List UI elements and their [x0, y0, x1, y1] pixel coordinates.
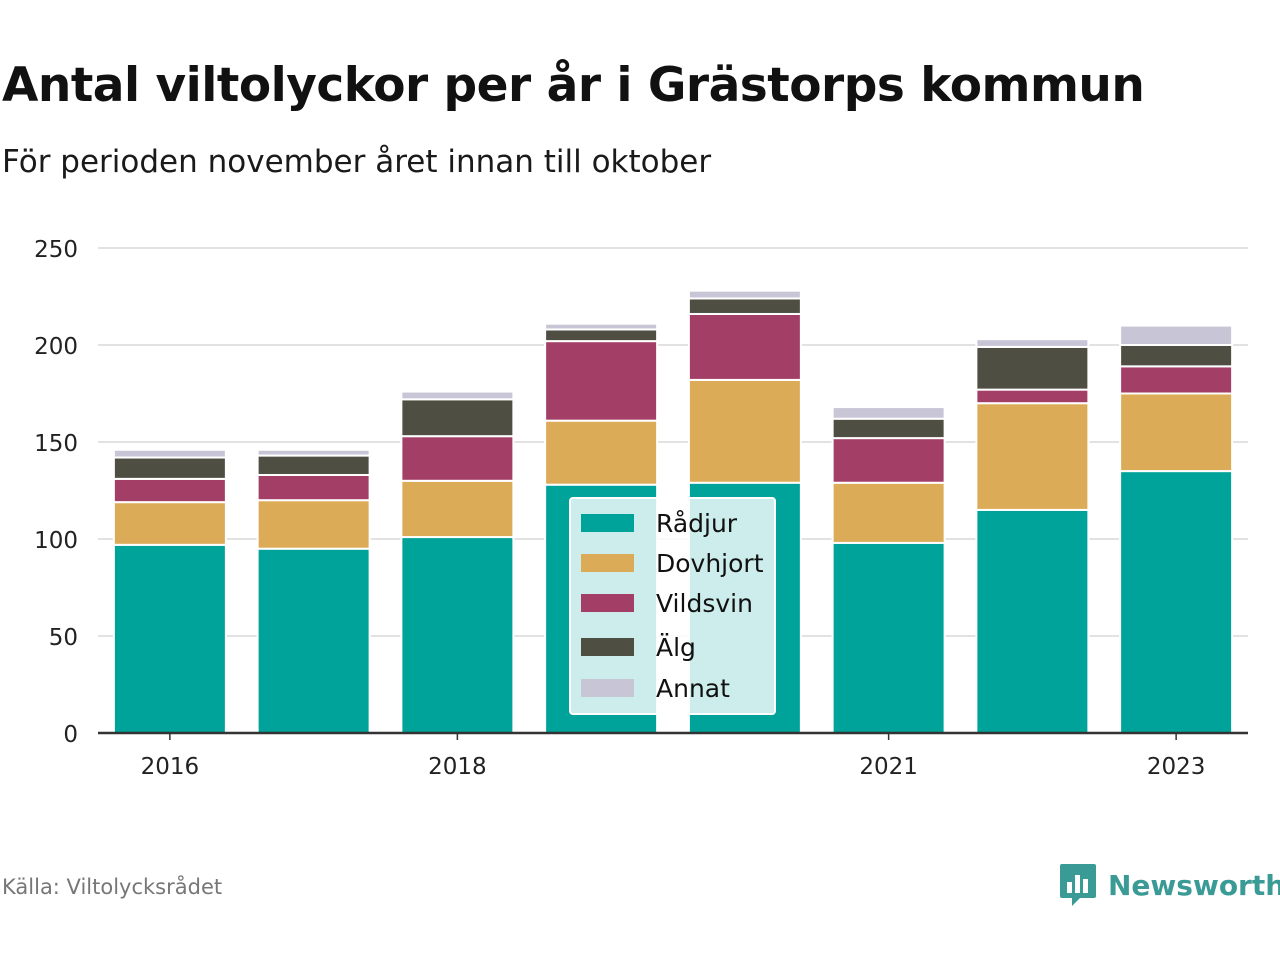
bar-segment-älg — [1119, 344, 1234, 368]
legend-label: Älg — [656, 633, 696, 662]
bar-segment-annat — [687, 289, 802, 300]
y-tick-label: 100 — [34, 528, 78, 554]
bar-segment-vildsvin — [256, 473, 371, 502]
bar-segment-annat — [544, 322, 659, 331]
bar-segment-annat — [831, 406, 946, 420]
x-tick-label: 2021 — [859, 754, 918, 780]
bar-segment-rådjur — [112, 543, 227, 734]
x-tick-label: 2016 — [141, 754, 200, 780]
bar-segment-rådjur — [831, 541, 946, 734]
bar-segment-vildsvin — [831, 437, 946, 484]
bar-segment-dovhjort — [256, 499, 371, 550]
bar-segment-vildsvin — [1119, 365, 1234, 395]
legend-label: Annat — [656, 674, 730, 703]
bar-segment-älg — [256, 454, 371, 476]
bar-segment-rådjur — [1119, 470, 1234, 734]
bar-segment-vildsvin — [975, 388, 1090, 405]
y-tick-label: 0 — [63, 722, 78, 748]
bar-segment-vildsvin — [687, 312, 802, 381]
chart-title: Antal viltolyckor per år i Grästorps kom… — [2, 58, 1145, 113]
legend-box — [569, 497, 776, 715]
legend-label: Dovhjort — [656, 549, 764, 578]
brand-logo: Newsworthy — [1058, 862, 1280, 908]
legend-label: Vildsvin — [656, 589, 753, 618]
bar-segment-annat — [400, 390, 515, 401]
y-tick-label: 200 — [34, 334, 78, 360]
bar-segment-älg — [687, 297, 802, 315]
y-axis-ticks: 0 50 100 150 200 250 — [34, 237, 78, 748]
bar-segment-vildsvin — [400, 435, 515, 482]
bar-segment-vildsvin — [112, 477, 227, 504]
bar-segment-dovhjort — [112, 501, 227, 546]
y-tick-label: 50 — [49, 625, 78, 651]
bar-segment-rådjur — [256, 547, 371, 735]
legend-swatch-rådjur — [581, 514, 634, 532]
bar-segment-dovhjort — [400, 479, 515, 539]
bar-segment-älg — [400, 398, 515, 438]
bar-segment-dovhjort — [1119, 392, 1234, 473]
y-tick-label: 250 — [34, 237, 78, 263]
legend-swatch-älg — [581, 638, 634, 656]
bar-segment-annat — [112, 448, 227, 459]
bar-segment-älg — [544, 328, 659, 343]
bar-segment-rådjur — [975, 508, 1090, 734]
brand-name: Newsworthy — [1108, 868, 1280, 902]
bars — [112, 289, 1234, 735]
bar-segment-dovhjort — [544, 419, 659, 486]
legend-label: Rådjur — [656, 509, 738, 538]
chart-subtitle: För perioden november året innan till ok… — [2, 144, 712, 180]
bar-chart-speech-bubble-icon — [1060, 864, 1096, 906]
bar-segment-dovhjort — [975, 402, 1090, 511]
x-tick-label: 2023 — [1147, 754, 1206, 780]
bar-segment-älg — [831, 417, 946, 440]
legend-swatch-dovhjort — [581, 554, 634, 572]
x-axis-ticks: 2016 2018 2021 2023 — [141, 733, 1206, 780]
bar-segment-rådjur — [400, 536, 515, 734]
legend: Rådjur Dovhjort Vildsvin Älg Annat — [569, 497, 776, 715]
source-note: Källa: Viltolycksrådet — [2, 875, 223, 899]
bar-segment-dovhjort — [831, 481, 946, 544]
x-tick-label: 2018 — [428, 754, 487, 780]
bar-segment-dovhjort — [687, 378, 802, 484]
y-tick-label: 150 — [34, 431, 78, 457]
bar-segment-älg — [975, 345, 1090, 391]
bar-segment-annat — [1119, 324, 1234, 347]
bar-segment-älg — [112, 456, 227, 480]
bar-segment-vildsvin — [544, 340, 659, 422]
legend-swatch-annat — [581, 679, 634, 697]
legend-swatch-vildsvin — [581, 594, 634, 612]
bar-segment-annat — [975, 338, 1090, 348]
bar-segment-annat — [256, 448, 371, 457]
